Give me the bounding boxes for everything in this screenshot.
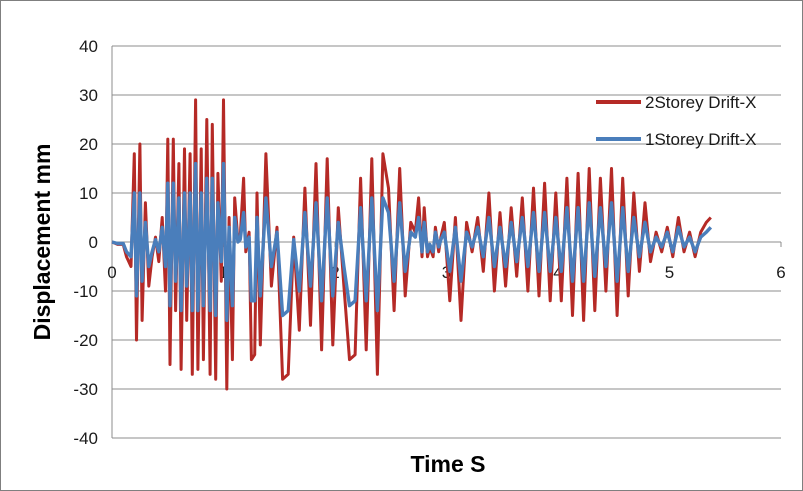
y-tick-label: -40 bbox=[73, 429, 98, 448]
y-tick-label: 10 bbox=[79, 184, 98, 203]
y-tick-label: -10 bbox=[73, 282, 98, 301]
series-lines bbox=[111, 98, 713, 391]
x-tick-label: 0 bbox=[107, 263, 116, 282]
x-tick-label: 4 bbox=[553, 263, 562, 282]
y-tick-labels: 40 30 20 10 0 -10 -20 -30 -40 bbox=[73, 37, 98, 448]
y-tick-label: 0 bbox=[89, 233, 98, 252]
legend-label-2: 1Storey Drift-X bbox=[645, 130, 756, 149]
legend: 2Storey Drift-X 1Storey Drift-X bbox=[596, 93, 756, 149]
x-tick-label: 5 bbox=[665, 263, 674, 282]
y-tick-label: -30 bbox=[73, 380, 98, 399]
y-tick-label: -20 bbox=[73, 331, 98, 350]
y-axis-title: Displacement mm bbox=[29, 144, 55, 341]
y-tick-label: 30 bbox=[79, 86, 98, 105]
y-tick-label: 20 bbox=[79, 135, 98, 154]
series-line-2 bbox=[111, 161, 713, 323]
x-tick-label: 6 bbox=[776, 263, 785, 282]
x-axis-title: Time S bbox=[411, 451, 486, 477]
legend-label-1: 2Storey Drift-X bbox=[645, 93, 756, 112]
y-tick-label: 40 bbox=[79, 37, 98, 56]
x-tick-label: 1 bbox=[219, 263, 228, 282]
